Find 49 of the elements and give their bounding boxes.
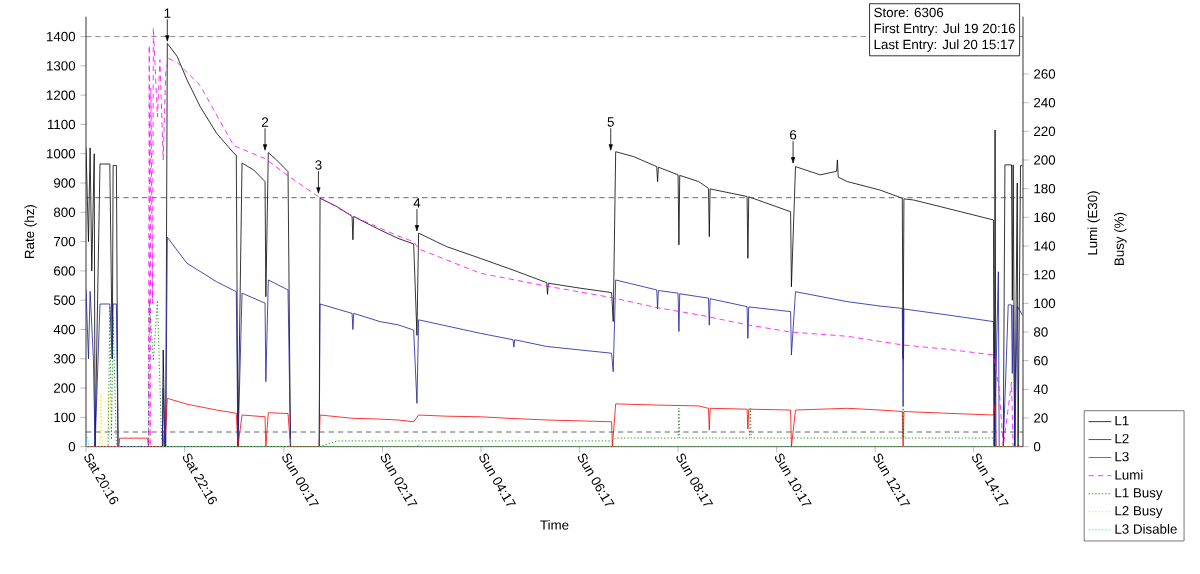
legend-label: L3 [1115,451,1129,462]
y2-tick-label: 120 [1034,269,1056,280]
y2-tick-label: 40 [1033,384,1048,395]
y-tick-label: 1200 [46,90,76,100]
annotation: 1 [164,8,171,18]
legend-label: L1 Busy [1115,488,1163,501]
legend-label: L1 [1115,416,1129,426]
y2-tick-label: 240 [1034,97,1056,108]
text: Busy (%) [1114,212,1127,266]
y2-tick-label: 200 [1034,155,1056,165]
y2-tick-label: 80 [1033,327,1048,337]
y2-tick-label: 160 [1034,212,1056,223]
y-tick-label: 900 [53,178,76,188]
y-tick-label: 1400 [46,31,76,42]
y-tick-label: 0 [68,441,76,452]
y-tick-label: 600 [54,266,76,276]
y-tick-label: 300 [53,354,76,364]
y-tick-label: 400 [53,324,76,335]
annotation: 3 [315,160,322,170]
legend-label: L3 Disable [1115,523,1177,534]
y-tick-label: 500 [53,295,76,305]
annotation: 6 [790,130,797,140]
annotation: 2 [261,117,269,127]
y-axis-title: Rate (hz) [24,205,37,258]
annotation: 4 [413,198,421,208]
annotation: 5 [607,117,614,127]
annotation: Store: 6306 [874,7,944,18]
y2-axis-title: Lumi (E30) [1087,191,1100,255]
y2-tick-label: 180 [1034,183,1056,194]
y-tick-label: 200 [54,383,76,393]
y-tick-label: 1300 [46,61,76,71]
y2-tick-label: 260 [1034,69,1056,79]
legend-label: Lumi [1115,469,1143,480]
y2-tick-label: 100 [1034,298,1056,309]
y2-tick-label: 0 [1033,441,1041,452]
annotation: First Entry: Jul 19 20:16 [874,23,1015,36]
y-tick-label: 800 [53,207,76,218]
y2-tick-label: 20 [1034,413,1048,423]
y-tick-label: 700 [54,236,76,247]
y-tick-label: 1100 [47,119,76,130]
y2-tick-label: 220 [1034,126,1056,137]
y2-tick-label: 60 [1034,355,1048,366]
y2-tick-label: 140 [1034,241,1056,251]
x-axis-title: Time [540,519,569,530]
legend-label: L2 Busy [1115,506,1163,519]
annotation: Last Entry: Jul 20 15:17 [874,39,1015,52]
y-tick-label: 100 [54,412,76,423]
y-tick-label: 1000 [46,149,76,159]
legend-label: L2 [1115,433,1129,444]
